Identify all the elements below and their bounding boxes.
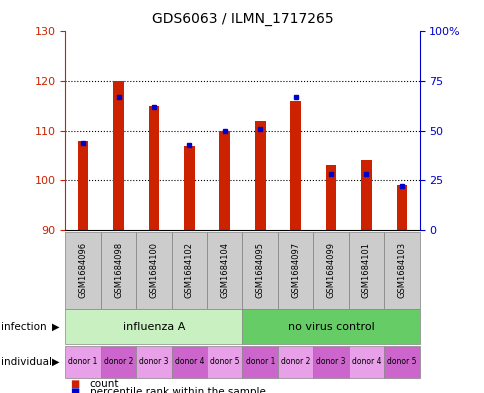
- Text: GSM1684099: GSM1684099: [326, 242, 335, 298]
- Text: donor 1: donor 1: [68, 358, 98, 366]
- Text: GSM1684096: GSM1684096: [78, 242, 88, 298]
- Bar: [255, 121, 265, 230]
- Text: donor 3: donor 3: [139, 358, 168, 366]
- Bar: [184, 145, 194, 230]
- Text: ▶: ▶: [52, 321, 59, 332]
- Text: ■: ■: [70, 387, 79, 393]
- Text: GSM1684102: GSM1684102: [184, 242, 194, 298]
- Text: infection: infection: [1, 321, 46, 332]
- Text: ▶: ▶: [52, 357, 59, 367]
- Bar: [113, 81, 123, 230]
- Bar: [361, 160, 371, 230]
- Text: GSM1684100: GSM1684100: [149, 242, 158, 298]
- Bar: [325, 165, 335, 230]
- Bar: [290, 101, 300, 230]
- Text: influenza A: influenza A: [122, 321, 185, 332]
- Text: GSM1684103: GSM1684103: [396, 242, 406, 298]
- Text: donor 1: donor 1: [245, 358, 274, 366]
- Text: individual: individual: [1, 357, 52, 367]
- Text: donor 4: donor 4: [351, 358, 380, 366]
- Text: donor 2: donor 2: [280, 358, 310, 366]
- Text: GSM1684098: GSM1684098: [114, 242, 123, 298]
- Text: GSM1684104: GSM1684104: [220, 242, 229, 298]
- Text: donor 3: donor 3: [316, 358, 345, 366]
- Text: no virus control: no virus control: [287, 321, 374, 332]
- Text: donor 5: donor 5: [386, 358, 416, 366]
- Text: GSM1684097: GSM1684097: [290, 242, 300, 298]
- Text: donor 5: donor 5: [210, 358, 239, 366]
- Bar: [396, 185, 406, 230]
- Text: GSM1684101: GSM1684101: [361, 242, 370, 298]
- Text: GSM1684095: GSM1684095: [255, 242, 264, 298]
- Text: count: count: [90, 379, 119, 389]
- Text: percentile rank within the sample: percentile rank within the sample: [90, 387, 265, 393]
- Text: donor 2: donor 2: [104, 358, 133, 366]
- Text: ■: ■: [70, 379, 79, 389]
- Text: donor 4: donor 4: [174, 358, 204, 366]
- Text: GDS6063 / ILMN_1717265: GDS6063 / ILMN_1717265: [151, 12, 333, 26]
- Bar: [149, 106, 159, 230]
- Bar: [78, 141, 88, 230]
- Bar: [219, 130, 229, 230]
